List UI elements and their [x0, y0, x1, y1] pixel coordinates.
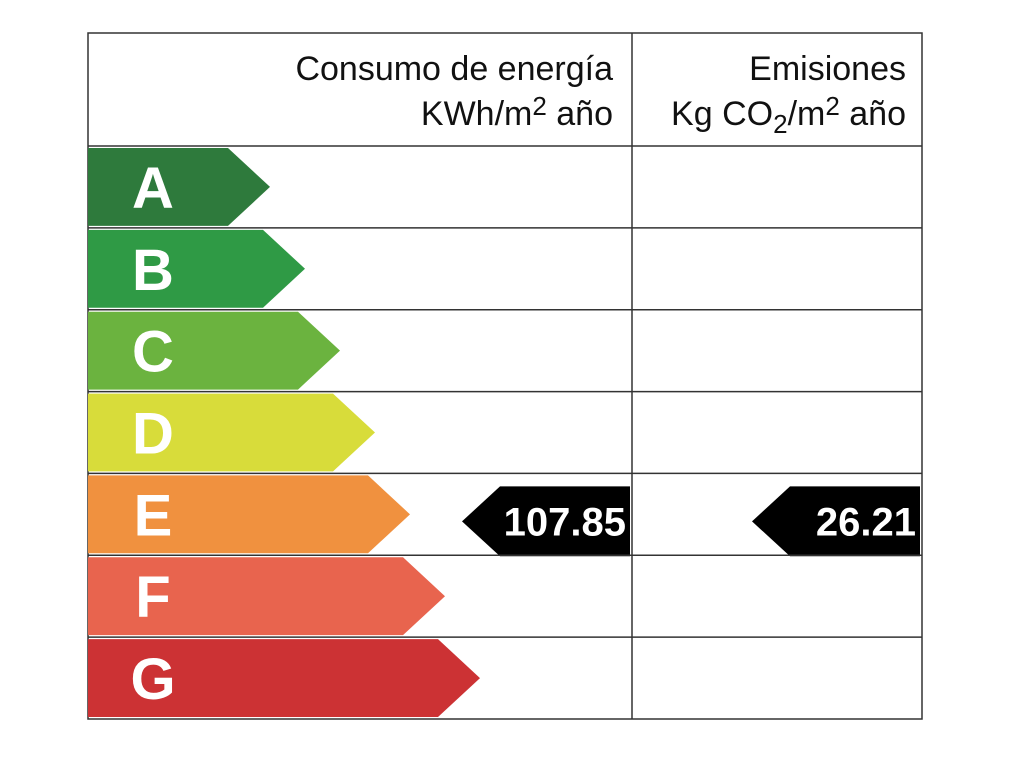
class-letter: C: [132, 320, 174, 385]
class-letter: D: [132, 402, 174, 467]
class-arrow: [88, 475, 410, 554]
emissions-unit: Kg CO2/m2 año: [671, 91, 906, 139]
unit-part: año: [547, 95, 613, 133]
unit-sup: 2: [825, 91, 839, 121]
energy-title: Consumo de energía: [295, 50, 613, 88]
class-arrow: [88, 639, 480, 717]
class-arrow: [88, 557, 445, 636]
value-label: 107.85: [504, 500, 626, 544]
class-letter: B: [132, 238, 174, 303]
unit-part: /m: [788, 95, 826, 133]
value-label: 26.21: [816, 500, 916, 544]
unit-part: KWh/m: [421, 95, 532, 133]
class-arrow: [88, 229, 305, 308]
emissions-title: Emisiones: [749, 50, 906, 88]
class-letter: G: [130, 647, 175, 712]
unit-part: año: [840, 95, 906, 133]
unit-sub: 2: [773, 109, 787, 139]
energy-unit: KWh/m2 año: [421, 91, 613, 133]
class-arrow: [88, 311, 340, 390]
value-arrow: [462, 486, 630, 557]
unit-sup: 2: [532, 91, 546, 121]
class-arrow: [88, 393, 375, 472]
class-letter: A: [132, 156, 174, 221]
class-letter: E: [134, 483, 173, 548]
value-arrow: [752, 486, 920, 557]
unit-part: Kg CO: [671, 95, 773, 133]
class-arrow: [88, 148, 270, 226]
class-letter: F: [135, 565, 170, 630]
